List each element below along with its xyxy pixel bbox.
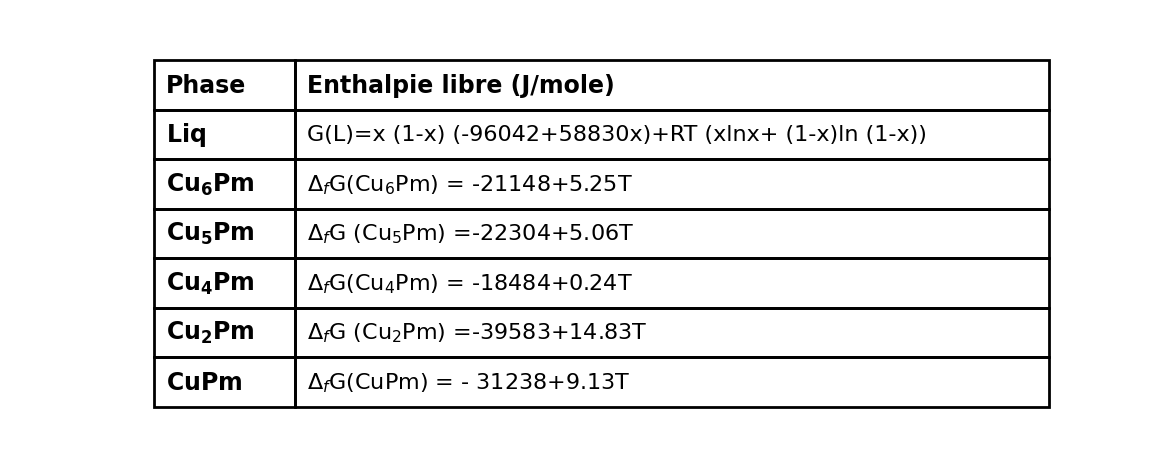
Bar [296, 258, 1050, 308]
Text: $\mathbf{Cu_6Pm}$: $\mathbf{Cu_6Pm}$ [166, 171, 255, 198]
Text: $\mathbf{CuPm}$: $\mathbf{CuPm}$ [166, 370, 242, 394]
Bar [154, 357, 296, 407]
Text: G(L)=x (1-x) (-96042+58830x)+RT (xlnx+ (1-x)ln (1-x)): G(L)=x (1-x) (-96042+58830x)+RT (xlnx+ (… [308, 125, 927, 145]
Text: $\mathbf{Cu_2Pm}$: $\mathbf{Cu_2Pm}$ [166, 319, 255, 346]
Bar [154, 209, 296, 258]
Bar [154, 160, 296, 209]
Text: $\Delta_f$G (Cu$_5$Pm) =-22304+5.06T: $\Delta_f$G (Cu$_5$Pm) =-22304+5.06T [308, 222, 634, 245]
Text: Enthalpie libre (J/mole): Enthalpie libre (J/mole) [308, 74, 615, 98]
Bar [154, 258, 296, 308]
Text: $\mathbf{Cu_5Pm}$: $\mathbf{Cu_5Pm}$ [166, 221, 255, 247]
Text: $\Delta_f$G(CuPm) = - 31238+9.13T: $\Delta_f$G(CuPm) = - 31238+9.13T [308, 370, 630, 394]
Bar [296, 110, 1050, 160]
Bar [296, 308, 1050, 357]
Bar [296, 209, 1050, 258]
Text: $\Delta_f$G (Cu$_2$Pm) =-39583+14.83T: $\Delta_f$G (Cu$_2$Pm) =-39583+14.83T [308, 321, 648, 344]
Bar [296, 357, 1050, 407]
Text: $\Delta_f$G(Cu$_6$Pm) = -21148+5.25T: $\Delta_f$G(Cu$_6$Pm) = -21148+5.25T [308, 173, 633, 196]
Bar [296, 160, 1050, 209]
Bar [296, 61, 1050, 110]
Text: $\Delta_f$G(Cu$_4$Pm) = -18484+0.24T: $\Delta_f$G(Cu$_4$Pm) = -18484+0.24T [308, 271, 633, 295]
Text: $\mathbf{Cu_4Pm}$: $\mathbf{Cu_4Pm}$ [166, 270, 255, 296]
Bar [154, 61, 296, 110]
Bar [154, 308, 296, 357]
Bar [154, 110, 296, 160]
Text: Phase: Phase [166, 74, 247, 98]
Text: $\mathbf{Liq}$: $\mathbf{Liq}$ [166, 121, 205, 149]
